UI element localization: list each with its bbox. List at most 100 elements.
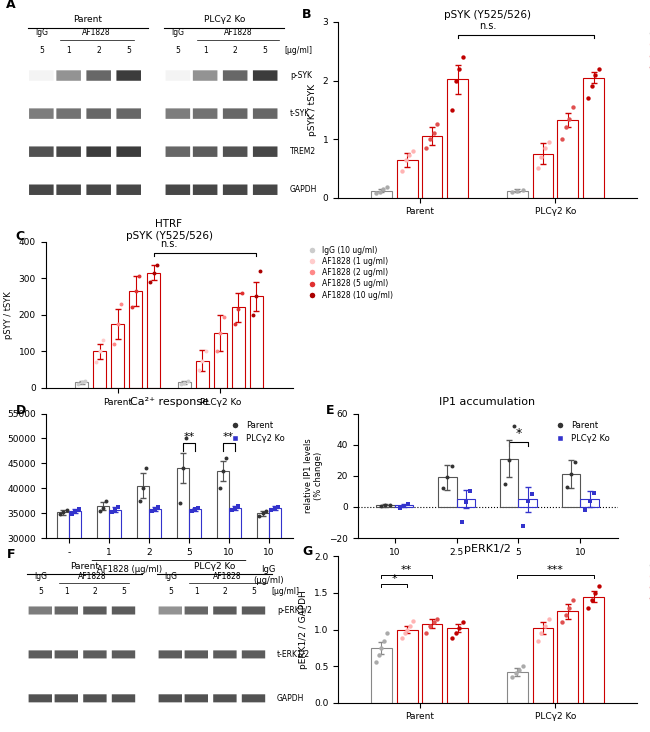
Point: [536, 151, 547, 163]
Text: GAPDH: GAPDH: [277, 694, 304, 703]
Point: [421, 142, 432, 154]
Text: IgG
(μg/ml): IgG (μg/ml): [254, 565, 284, 585]
Point: [507, 671, 517, 683]
Bar: [196, 361, 209, 388]
Bar: [422, 136, 442, 198]
Bar: [109, 509, 121, 687]
Point: [447, 632, 458, 644]
Point: [450, 75, 461, 86]
Bar: [268, 508, 281, 687]
Point: [379, 635, 389, 646]
Point: [127, 302, 138, 313]
Text: p-ERK1/2: p-ERK1/2: [277, 606, 312, 615]
Point: [396, 165, 407, 177]
Point: [403, 498, 413, 509]
Text: ***: ***: [547, 564, 564, 575]
FancyBboxPatch shape: [55, 650, 78, 659]
Text: IgG
(μg/ml): IgG (μg/ml): [380, 565, 410, 585]
FancyBboxPatch shape: [112, 694, 135, 703]
Point: [150, 503, 161, 515]
Point: [437, 482, 448, 494]
Text: 2: 2: [233, 46, 237, 56]
Point: [518, 520, 528, 531]
FancyBboxPatch shape: [185, 650, 208, 659]
FancyBboxPatch shape: [29, 184, 53, 195]
Point: [133, 271, 144, 283]
Point: [151, 260, 162, 272]
Point: [131, 285, 141, 297]
Point: [404, 149, 414, 161]
Bar: [75, 382, 88, 388]
Text: p-SYK: p-SYK: [290, 71, 312, 80]
Point: [98, 335, 108, 346]
Point: [193, 502, 203, 514]
Point: [584, 495, 595, 507]
FancyBboxPatch shape: [29, 146, 53, 157]
Point: [424, 133, 435, 145]
Point: [561, 609, 571, 621]
Title: pERK1/2: pERK1/2: [464, 544, 511, 554]
Point: [424, 620, 435, 632]
Point: [510, 668, 521, 679]
Y-axis label: pERK1/2 / GAPDH: pERK1/2 / GAPDH: [300, 590, 308, 669]
Text: [μg/ml]: [μg/ml]: [272, 587, 300, 596]
Point: [447, 460, 457, 472]
Text: IgG: IgG: [35, 29, 48, 37]
Bar: [397, 630, 417, 703]
Point: [98, 502, 109, 514]
Point: [500, 478, 510, 490]
Point: [378, 184, 389, 195]
Point: [586, 594, 597, 606]
Point: [568, 101, 578, 113]
Bar: [533, 154, 553, 198]
Point: [200, 346, 211, 357]
FancyBboxPatch shape: [57, 70, 81, 81]
FancyBboxPatch shape: [57, 146, 81, 157]
Bar: [533, 628, 553, 703]
Point: [566, 468, 577, 480]
Point: [514, 664, 525, 676]
Legend: Parent, PLCγ2 Ko: Parent, PLCγ2 Ko: [224, 418, 289, 447]
FancyBboxPatch shape: [112, 606, 135, 615]
Text: AF1828: AF1828: [82, 29, 111, 37]
Point: [187, 505, 197, 517]
Text: n.s.: n.s.: [479, 20, 496, 31]
Point: [432, 613, 443, 624]
FancyBboxPatch shape: [166, 70, 190, 81]
Point: [590, 587, 601, 599]
FancyBboxPatch shape: [193, 184, 217, 195]
Bar: [250, 296, 263, 388]
Point: [79, 375, 90, 386]
FancyBboxPatch shape: [159, 650, 182, 659]
Point: [395, 503, 405, 515]
Point: [382, 182, 392, 193]
Point: [182, 376, 193, 387]
Point: [504, 455, 514, 466]
FancyBboxPatch shape: [223, 108, 248, 119]
FancyBboxPatch shape: [29, 694, 52, 703]
Text: 5: 5: [126, 46, 131, 56]
Bar: [70, 511, 81, 687]
Text: Parent: Parent: [73, 15, 102, 24]
Bar: [583, 78, 604, 198]
Point: [252, 291, 262, 302]
Point: [568, 594, 578, 606]
Point: [398, 500, 409, 512]
Text: [μg/ml]: [μg/ml]: [284, 46, 312, 56]
Point: [95, 505, 105, 517]
Point: [374, 186, 385, 198]
Point: [593, 63, 604, 75]
Point: [458, 616, 468, 628]
Point: [194, 364, 205, 376]
Point: [421, 627, 432, 639]
Text: AF1828 (μg/ml): AF1828 (μg/ml): [97, 565, 162, 575]
Y-axis label: HTRF ratio
pSYY / tSYK: HTRF ratio pSYY / tSYK: [0, 291, 13, 339]
Bar: [98, 506, 109, 687]
Text: 1: 1: [64, 587, 69, 596]
Point: [94, 346, 105, 357]
FancyBboxPatch shape: [112, 650, 135, 659]
Point: [371, 187, 382, 199]
Bar: [519, 499, 537, 507]
Point: [561, 122, 571, 133]
Point: [380, 499, 391, 511]
